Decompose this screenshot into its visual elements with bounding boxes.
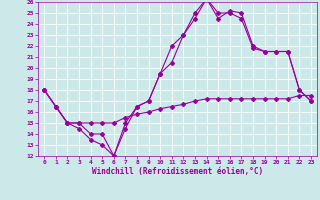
X-axis label: Windchill (Refroidissement éolien,°C): Windchill (Refroidissement éolien,°C) <box>92 167 263 176</box>
